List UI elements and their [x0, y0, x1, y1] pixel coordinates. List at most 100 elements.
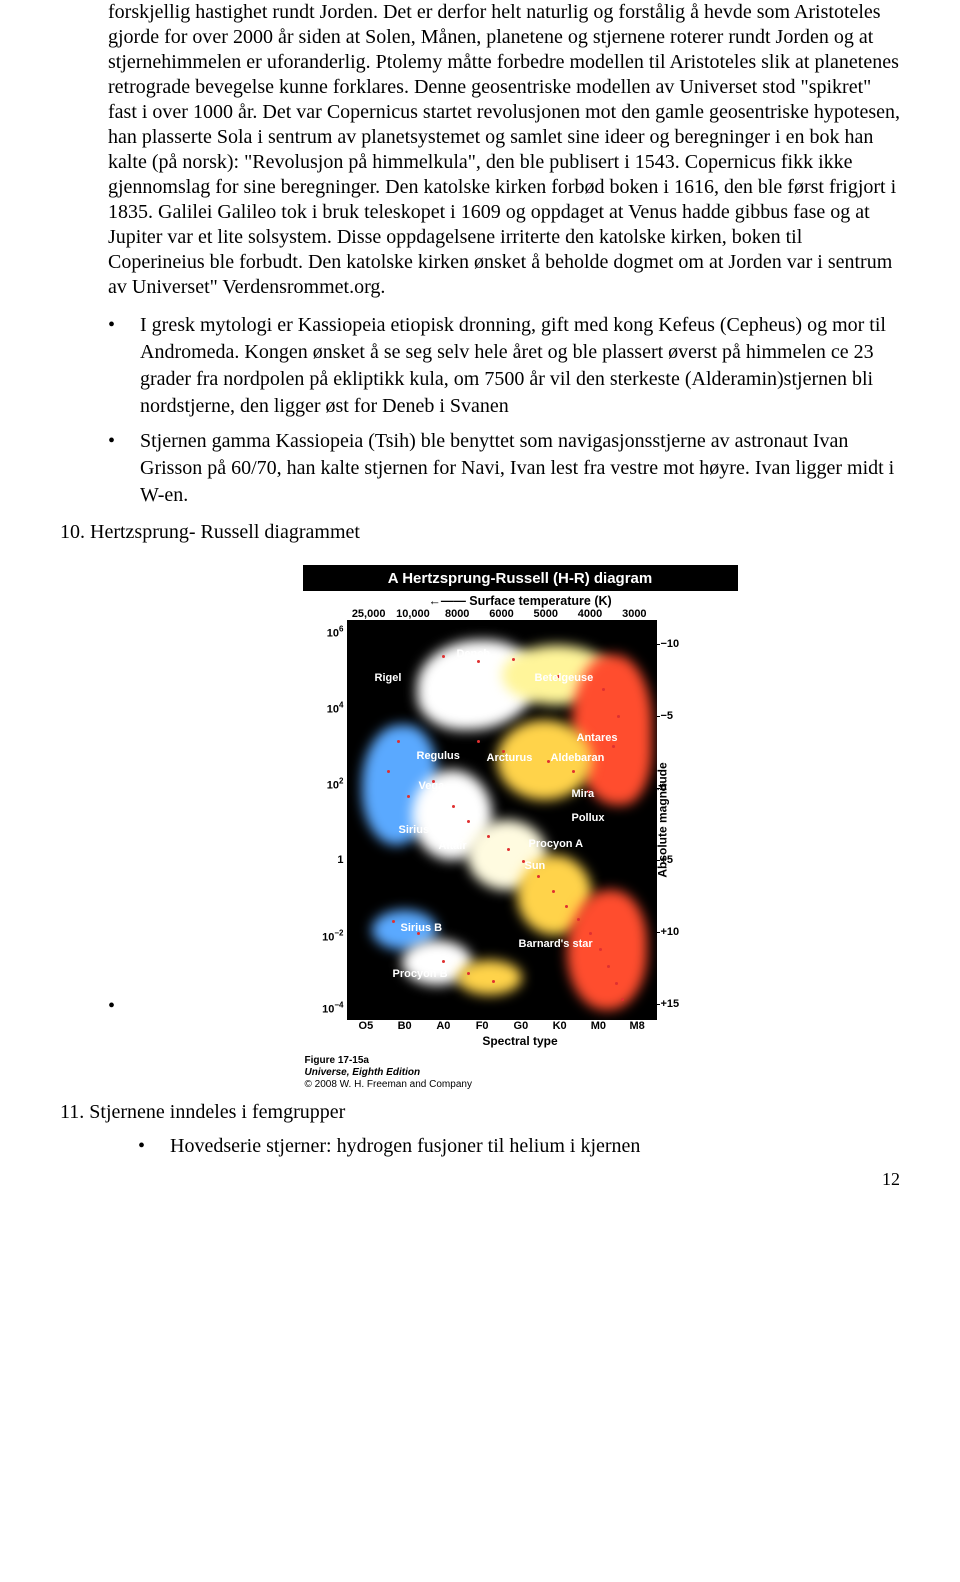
hr-data-point [512, 658, 515, 661]
hr-data-point [537, 875, 540, 878]
hr-data-point [467, 820, 470, 823]
hr-spectral-tick: K0 [540, 1020, 579, 1032]
hr-spectral-tick: F0 [463, 1020, 502, 1032]
hr-data-point [617, 715, 620, 718]
hr-data-point [387, 770, 390, 773]
hr-data-point [397, 740, 400, 743]
hr-data-point [392, 920, 395, 923]
hr-data-point [589, 932, 592, 935]
document-page: forskjellig hastighet rundt Jorden. Det … [0, 0, 960, 1210]
hr-y-right-tick: −5 [661, 710, 674, 722]
hr-blob [567, 890, 647, 1010]
page-number: 12 [882, 1169, 900, 1190]
hr-temp-tick: 4000 [568, 608, 612, 620]
hr-star-label: Procyon A [529, 838, 584, 850]
hr-spectral-tick: B0 [385, 1020, 424, 1032]
hr-footer-line1: Figure 17-15a [305, 1055, 738, 1067]
hr-data-point [547, 760, 550, 763]
figure-bullet-wrap: A Hertzsprung-Russell (H-R) diagram ←—— … [60, 565, 900, 1091]
hr-subtitle-arrow: ←—— Surface temperature (K) [303, 591, 738, 608]
hr-temp-tick: 5000 [524, 608, 568, 620]
hr-data-point [467, 972, 470, 975]
hr-star-label: Antares [577, 732, 618, 744]
hr-diagram-wrap: A Hertzsprung-Russell (H-R) diagram ←—— … [140, 565, 900, 1091]
hr-data-point [492, 980, 495, 983]
hr-data-point [407, 795, 410, 798]
hr-star-label: Mira [572, 788, 595, 800]
hr-plot-area: Deneb Rigel Betelgeuse Antares Regulus Arctur… [347, 620, 657, 1020]
hr-y-left-tick: 10−4 [322, 1001, 343, 1016]
hr-star-label: Betelgeuse [535, 672, 594, 684]
numbered-10: 10. Hertzsprung- Russell diagrammet [60, 519, 900, 545]
hr-temp-ticks: 25,00010,00080006000500040003000 [303, 608, 657, 620]
hr-footer-line2: Universe, Eighth Edition [305, 1067, 738, 1079]
hr-y-left-tick: 104 [327, 701, 344, 716]
hr-data-point [552, 890, 555, 893]
hr-footer: Figure 17-15a Universe, Eighth Edition ©… [303, 1052, 738, 1091]
hr-star-label: Sirius A [399, 824, 440, 836]
hr-blob [457, 960, 522, 995]
hr-temp-tick: 10,000 [391, 608, 435, 620]
hr-spectral-tick: G0 [502, 1020, 541, 1032]
hr-star-label: Aldebaran [551, 752, 605, 764]
hr-data-point [602, 688, 605, 691]
hr-data-point [621, 998, 624, 1001]
hr-data-point [452, 805, 455, 808]
hr-data-point [507, 848, 510, 851]
hr-y-left-tick: 10−2 [322, 929, 343, 944]
hr-diagram: A Hertzsprung-Russell (H-R) diagram ←—— … [303, 565, 738, 1091]
bullet-list-1: I gresk mytologi er Kassiopeia etiopisk … [60, 312, 900, 509]
hr-spectral-tick: M0 [579, 1020, 618, 1032]
hr-y-left-tick: 106 [327, 625, 344, 640]
hr-star-label: Pollux [572, 812, 605, 824]
bullet-kassiopeia-myth: I gresk mytologi er Kassiopeia etiopisk … [100, 312, 900, 420]
hr-data-point [577, 918, 580, 921]
hr-data-point [565, 905, 568, 908]
hr-spectral-ticks: O5B0A0F0G0K0M0M8 [303, 1020, 657, 1032]
hr-y-left-tick: 102 [327, 777, 344, 792]
hr-footer-line3: © 2008 W. H. Freeman and Company [305, 1079, 738, 1091]
numbered-11: 11. Stjernene inndeles i femgrupper [60, 1099, 900, 1125]
hr-spectral-tick: O5 [347, 1020, 386, 1032]
hr-title: A Hertzsprung-Russell (H-R) diagram [303, 565, 738, 591]
hr-plot-row: Luminosity (L☉) ——→ 106104102110−210−4 D… [303, 620, 738, 1020]
hr-x-label: Spectral type [303, 1032, 738, 1052]
hr-data-point [442, 960, 445, 963]
hr-y-axis-right: Absolute magnitude −10−50+5+10+15 [657, 620, 717, 1020]
hr-star-label: Arcturus [487, 752, 533, 764]
bullet-gamma-kassiopeia: Stjernen gamma Kassiopeia (Tsih) ble ben… [100, 428, 900, 509]
hr-temp-tick: 3000 [612, 608, 656, 620]
bullet-hovedserie: Hovedserie stjerner: hydrogen fusjoner t… [130, 1133, 900, 1160]
hr-spectral-tick: M8 [618, 1020, 657, 1032]
hr-star-label: Sun [525, 860, 546, 872]
bullet-list-2: Hovedserie stjerner: hydrogen fusjoner t… [60, 1133, 900, 1160]
hr-data-point [477, 660, 480, 663]
hr-star-label: Regulus [417, 750, 460, 762]
hr-star-label: Vega [419, 780, 445, 792]
hr-data-point [487, 835, 490, 838]
hr-y-right-tick: +15 [661, 998, 680, 1010]
paragraph-1: forskjellig hastighet rundt Jorden. Det … [60, 0, 900, 300]
hr-star-label: Sirius B [401, 922, 443, 934]
hr-star-label: Barnard's star [519, 938, 593, 950]
hr-y-right-tick: +5 [661, 854, 674, 866]
hr-data-point [477, 740, 480, 743]
hr-y-right-tick: 0 [661, 782, 667, 794]
hr-spectral-tick: A0 [424, 1020, 463, 1032]
hr-data-point [612, 745, 615, 748]
hr-data-point [607, 965, 610, 968]
hr-star-label: Rigel [375, 672, 402, 684]
hr-star-label: Procyon B [393, 968, 448, 980]
hr-temp-tick: 8000 [435, 608, 479, 620]
hr-data-point [599, 948, 602, 951]
hr-y-axis-left: Luminosity (L☉) ——→ 106104102110−210−4 [303, 620, 347, 1020]
hr-data-point [615, 982, 618, 985]
hr-temp-tick: 6000 [479, 608, 523, 620]
hr-temp-tick: 25,000 [347, 608, 391, 620]
hr-data-point [572, 770, 575, 773]
hr-star-label: Deneb [457, 648, 491, 660]
hr-y-left-tick: 1 [337, 854, 343, 866]
hr-star-label: Altair [439, 840, 467, 852]
hr-data-point [442, 655, 445, 658]
hr-y-right-tick: −10 [661, 638, 680, 650]
